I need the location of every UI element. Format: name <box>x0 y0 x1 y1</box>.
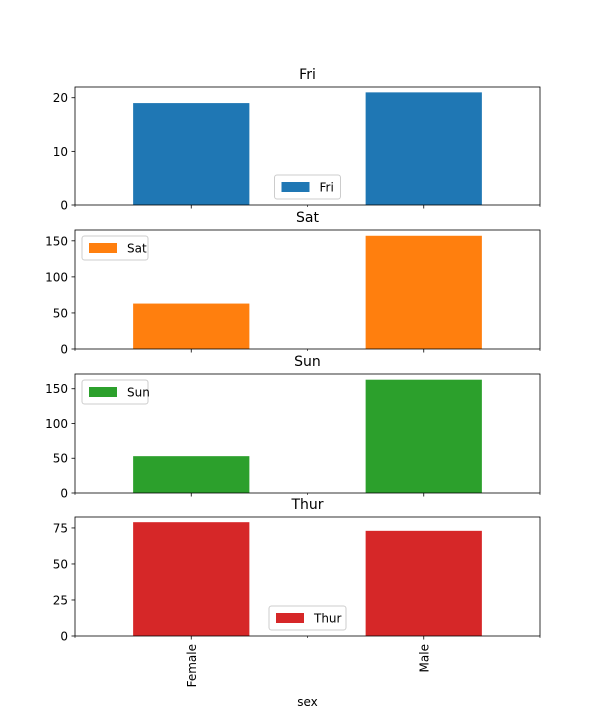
legend: Sat <box>81 235 149 261</box>
subplot-sun: 0 50 100 150 Sun Sun <box>45 354 541 501</box>
y-tick-label: 50 <box>53 557 68 571</box>
y-tick-label: 100 <box>45 270 68 284</box>
y-tick-label: 0 <box>60 630 68 644</box>
legend-swatch <box>89 387 117 397</box>
bar-male <box>365 92 482 205</box>
bar-female <box>133 103 250 205</box>
legend-label: Thur <box>313 612 342 626</box>
x-tick-label-male: Male <box>417 644 431 672</box>
legend-swatch <box>276 613 304 623</box>
legend-swatch <box>89 243 117 253</box>
bar-female <box>133 522 250 636</box>
y-tick-label: 150 <box>45 234 68 248</box>
y-tick-label: 25 <box>53 593 68 607</box>
x-axis-label: sex <box>297 695 318 709</box>
y-tick-label: 0 <box>60 343 68 357</box>
legend-swatch <box>281 182 310 192</box>
y-tick-label: 20 <box>53 91 68 105</box>
subplot-title: Fri <box>299 67 316 83</box>
legend-label: Fri <box>320 181 334 195</box>
legend: Fri <box>274 174 341 200</box>
legend: Sun <box>81 379 150 405</box>
subplot-thur: 0 25 50 75 Female Male Thur Thur <box>53 497 541 687</box>
y-tick-label: 0 <box>60 487 68 501</box>
x-tick-label-female: Female <box>185 644 199 687</box>
y-tick-label: 100 <box>45 417 68 431</box>
bar-female <box>133 456 250 493</box>
legend-label: Sat <box>127 242 147 256</box>
y-tick-label: 150 <box>45 382 68 396</box>
subplot-sat: 0 50 100 150 Sat Sat <box>45 210 541 357</box>
y-tick-label: 50 <box>53 452 68 466</box>
bar-male <box>365 379 482 493</box>
bar-male <box>365 530 482 636</box>
bar-male <box>365 235 482 349</box>
subplot-fri: 0 10 20 Fri Fri <box>53 67 541 213</box>
subplot-title: Sat <box>296 210 319 226</box>
y-tick-label: 50 <box>53 306 68 320</box>
bar-female <box>133 303 250 349</box>
y-tick-label: 10 <box>53 145 68 159</box>
y-tick-label: 75 <box>53 521 68 535</box>
legend-box <box>268 605 347 631</box>
y-tick-label: 0 <box>60 199 68 213</box>
subplot-title: Thur <box>290 497 323 513</box>
subplot-title: Sun <box>294 354 321 370</box>
legend: Thur <box>268 605 347 631</box>
legend-label: Sun <box>127 386 150 400</box>
